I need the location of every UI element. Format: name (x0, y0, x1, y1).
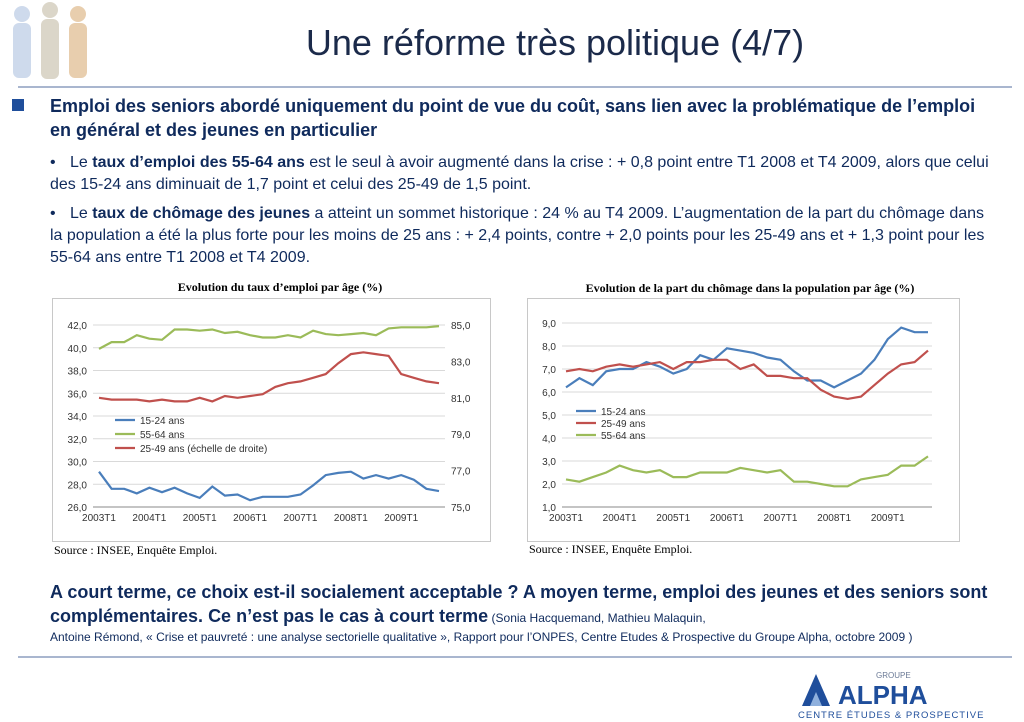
footer-divider (18, 656, 1012, 658)
x-tick: 2007T1 (284, 513, 318, 524)
logo-tagline: CENTRE ÉTUDES & PROSPECTIVE (798, 710, 984, 720)
sub-bullet-unemployment: • Le taux de chômage des jeunes a atteint… (50, 203, 1000, 269)
x-tick: 2009T1 (871, 513, 905, 524)
y-tick-left: 26,0 (68, 503, 88, 514)
y-tick-right: 83,0 (451, 357, 471, 368)
people-illustration (13, 2, 87, 79)
chart1-title: Evolution du taux d’emploi par âge (%) (177, 280, 383, 294)
x-tick: 2008T1 (334, 513, 368, 524)
x-tick: 2003T1 (82, 513, 116, 524)
sub1-pre: Le (70, 154, 93, 171)
y-tick: 2,0 (542, 480, 556, 491)
y-tick-left: 38,0 (68, 367, 88, 378)
chart2-frame: 1,0 2,0 3,0 4,0 5,0 6,0 7,0 8,0 9,0 2003T1 2004T1 2… (527, 298, 960, 542)
sub2-post: a atteint un sommet historique : 24 % au… (50, 205, 985, 266)
citation: Antoine Rémond, « Crise et pauvreté : un… (50, 630, 913, 644)
header-divider (18, 86, 1012, 88)
sub2-bold: taux de chômage des jeunes (92, 205, 311, 222)
y-tick-right: 85,0 (451, 321, 471, 332)
logo-main-text: ALPHA (838, 680, 928, 710)
y-tick-left: 28,0 (68, 480, 88, 491)
x-tick: 2006T1 (233, 513, 267, 524)
chart1-frame: 26,0 28,0 30,0 32,0 34,0 36,0 38,0 40,0 42,0 75,0… (52, 298, 491, 542)
y-tick: 4,0 (542, 434, 556, 445)
chart1-svg: 26,0 28,0 30,0 32,0 34,0 36,0 38,0 40,0 42,0 75,0… (68, 321, 471, 524)
chart2-svg: 1,0 2,0 3,0 4,0 5,0 6,0 7,0 8,0 9,0 2003T1 2004T1 2… (542, 319, 932, 524)
series-line (565, 455, 929, 488)
y-tick-left: 40,0 (68, 344, 88, 355)
series-line (98, 351, 440, 403)
main-bullet: Emploi des seniors abordé uniquement du … (50, 96, 976, 140)
y-tick-left: 32,0 (68, 435, 88, 446)
y-tick: 3,0 (542, 457, 556, 468)
dot-bullet-icon: • (50, 205, 56, 222)
legend-label: 25-49 ans (601, 419, 645, 430)
series-line (98, 325, 440, 350)
y-tick-left: 34,0 (68, 412, 88, 423)
y-tick-right: 81,0 (451, 394, 471, 405)
x-tick: 2004T1 (603, 513, 637, 524)
y-tick-right: 79,0 (451, 430, 471, 441)
sub-bullet-employment: • Le taux d’emploi des 55-64 ans est le s… (50, 152, 1000, 196)
x-tick: 2009T1 (384, 513, 418, 524)
sub2-pre: Le (70, 205, 93, 222)
series-line (565, 326, 928, 389)
chart2-source: Source : INSEE, Enquête Emploi. (529, 542, 693, 556)
y-tick: 7,0 (542, 365, 556, 376)
sub1-post: est le seul à avoir augmenté dans la cri… (50, 154, 989, 193)
legend-label: 55-64 ans (140, 430, 184, 441)
chart1-source: Source : INSEE, Enquête Emploi. (54, 543, 218, 557)
y-tick: 6,0 (542, 388, 556, 399)
y-tick: 1,0 (542, 503, 556, 514)
y-tick-right: 75,0 (451, 503, 471, 514)
chart2-title: Evolution de la part du chômage dans la … (585, 281, 915, 295)
y-tick: 9,0 (542, 319, 556, 330)
legend-label: 25-49 ans (échelle de droite) (140, 444, 267, 455)
y-tick: 8,0 (542, 342, 556, 353)
logo-small-text: GROUPE (876, 671, 911, 680)
conclusion-ref: (Sonia Hacquemand, Mathieu Malaquin, (488, 611, 706, 625)
legend-label: 15-24 ans (601, 407, 645, 418)
dot-bullet-icon: • (50, 154, 56, 171)
x-tick: 2007T1 (764, 513, 798, 524)
legend-label: 55-64 ans (601, 431, 645, 442)
y-tick: 5,0 (542, 411, 556, 422)
legend-label: 15-24 ans (140, 416, 184, 427)
conclusion: A court terme, ce choix est-il socialeme… (50, 580, 1000, 630)
x-tick: 2006T1 (710, 513, 744, 524)
series-line (98, 470, 440, 502)
series-line (565, 349, 929, 401)
x-tick: 2008T1 (817, 513, 851, 524)
sub1-bold: taux d’emploi des 55-64 ans (92, 154, 305, 171)
y-tick-left: 42,0 (68, 321, 88, 332)
alpha-logo: GROUPE ALPHA CENTRE ÉTUDES & PROSPECTIVE (798, 671, 984, 720)
square-bullet-icon (12, 99, 24, 111)
y-tick-left: 36,0 (68, 389, 88, 400)
slide-title: Une réforme très politique (4/7) (305, 22, 805, 63)
x-tick: 2003T1 (549, 513, 583, 524)
x-tick: 2005T1 (183, 513, 217, 524)
y-tick-right: 77,0 (451, 467, 471, 478)
y-tick-left: 30,0 (68, 458, 88, 469)
x-tick: 2005T1 (656, 513, 690, 524)
x-tick: 2004T1 (132, 513, 166, 524)
conclusion-bold: A court terme, ce choix est-il socialeme… (50, 582, 988, 626)
